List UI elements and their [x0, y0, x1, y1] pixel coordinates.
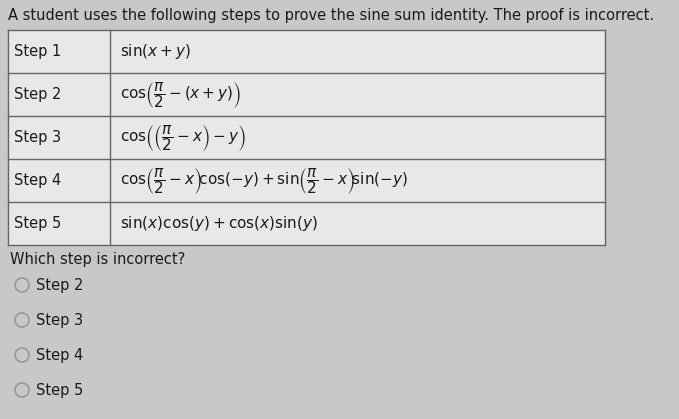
Bar	[110, 30, 605, 73]
Text: Which step is incorrect?: Which step is incorrect?	[10, 252, 185, 267]
Bar	[8, 116, 110, 159]
Text: Step 3: Step 3	[14, 130, 61, 145]
Text: $\cos\!\left(\dfrac{\pi}{2} - x\right)\!\cos(-y) + \sin\!\left(\dfrac{\pi}{2} - : $\cos\!\left(\dfrac{\pi}{2} - x\right)\!…	[120, 166, 408, 196]
Bar	[8, 159, 110, 202]
Text: Step 2: Step 2	[36, 277, 84, 292]
Bar	[8, 30, 110, 73]
Text: Step 4: Step 4	[14, 173, 61, 188]
Text: Step 5: Step 5	[36, 383, 84, 398]
Text: Step 2: Step 2	[14, 87, 61, 102]
Text: $\sin(x + y)$: $\sin(x + y)$	[120, 42, 191, 61]
Text: Step 5: Step 5	[14, 216, 61, 231]
Text: $\cos\!\left(\left(\dfrac{\pi}{2} - x\right) - y\right)$: $\cos\!\left(\left(\dfrac{\pi}{2} - x\ri…	[120, 122, 246, 153]
Text: A student uses the following steps to prove the sine sum identity. The proof is : A student uses the following steps to pr…	[8, 8, 654, 23]
Text: $\sin(x)\cos(y) + \cos(x)\sin(y)$: $\sin(x)\cos(y) + \cos(x)\sin(y)$	[120, 214, 318, 233]
Bar	[110, 73, 605, 116]
Text: Step 1: Step 1	[14, 44, 61, 59]
Bar	[8, 73, 110, 116]
Bar	[110, 116, 605, 159]
Text: $\cos\!\left(\dfrac{\pi}{2} - (x + y)\right)$: $\cos\!\left(\dfrac{\pi}{2} - (x + y)\ri…	[120, 80, 241, 109]
Bar	[8, 202, 110, 245]
Text: Step 3: Step 3	[36, 313, 83, 328]
Bar	[110, 159, 605, 202]
Bar	[110, 202, 605, 245]
Text: Step 4: Step 4	[36, 347, 84, 362]
